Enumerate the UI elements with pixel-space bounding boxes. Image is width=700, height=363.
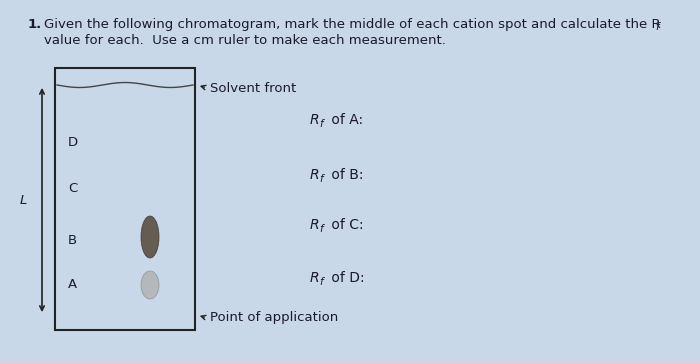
- Text: of C:: of C:: [327, 218, 363, 232]
- Text: R: R: [310, 218, 320, 232]
- Text: C: C: [68, 182, 77, 195]
- Text: A: A: [68, 278, 77, 291]
- Text: 1.: 1.: [28, 18, 42, 31]
- Text: R: R: [310, 113, 320, 127]
- Text: Given the following chromatogram, mark the middle of each cation spot and calcul: Given the following chromatogram, mark t…: [44, 18, 661, 31]
- Text: of B:: of B:: [327, 168, 363, 182]
- Ellipse shape: [141, 216, 159, 258]
- Text: R: R: [310, 168, 320, 182]
- Text: of D:: of D:: [327, 271, 365, 285]
- Text: f: f: [319, 224, 323, 234]
- Text: f: f: [319, 277, 323, 287]
- Text: B: B: [68, 233, 77, 246]
- Text: L: L: [20, 193, 27, 207]
- Text: Point of application: Point of application: [210, 311, 338, 325]
- Text: Solvent front: Solvent front: [210, 82, 296, 94]
- Text: of A:: of A:: [327, 113, 363, 127]
- Text: value for each.  Use a cm ruler to make each measurement.: value for each. Use a cm ruler to make e…: [44, 34, 446, 47]
- Text: R: R: [310, 271, 320, 285]
- Text: f: f: [655, 22, 659, 32]
- Bar: [55, 68, 195, 330]
- Ellipse shape: [141, 271, 159, 299]
- Text: f: f: [319, 119, 323, 129]
- Text: f: f: [319, 174, 323, 184]
- Text: D: D: [68, 136, 78, 150]
